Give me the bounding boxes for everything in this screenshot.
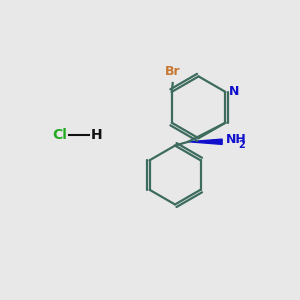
Polygon shape — [188, 139, 222, 144]
Text: Cl: Cl — [53, 128, 68, 142]
Text: 2: 2 — [238, 140, 245, 150]
Text: N: N — [229, 85, 240, 98]
Text: Br: Br — [165, 65, 181, 78]
Text: NH: NH — [226, 134, 246, 146]
Text: H: H — [91, 128, 102, 142]
